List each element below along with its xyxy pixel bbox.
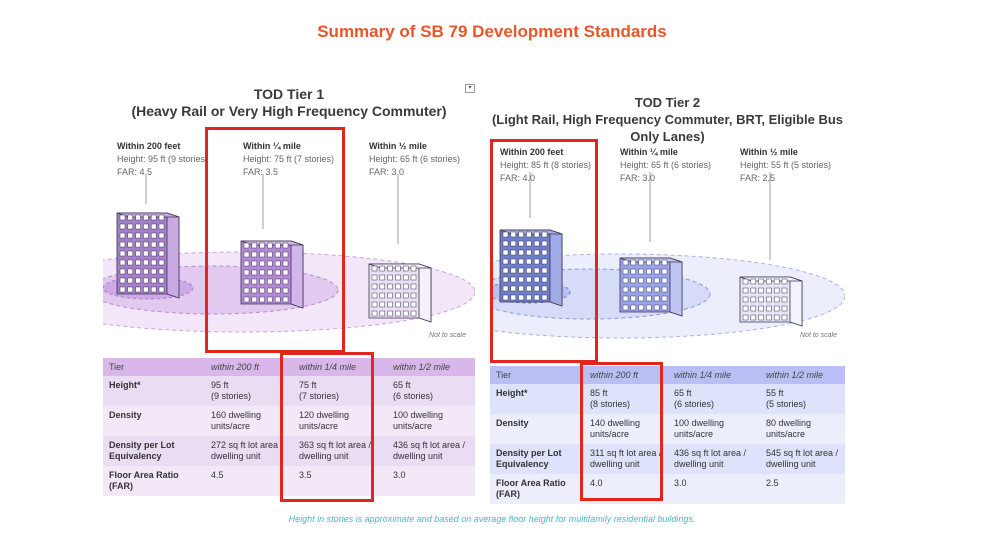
table-cell: 80 dwelling units/acre [760,414,845,444]
tier1-zone-quarter-mile-label: Within ¼ mile Height: 75 ft (7 stories) … [243,141,335,177]
table-cell: 272 sq ft lot area / dwelling unit [205,436,293,466]
highlight-box-tier2-200ft-column [580,362,663,501]
table-header-cell: within 1/4 mile [668,366,760,384]
row-label: Height* [103,376,205,406]
not-to-scale-note: Not to scale [800,332,837,339]
table-cell: 100 dwelling units/acre [387,406,475,436]
dropdown-arrow-icon[interactable]: ▾ [465,84,475,93]
table-cell: 436 sq ft lot area / dwelling unit [387,436,475,466]
table-row: Density 160 dwelling units/acre 120 dwell… [103,406,475,436]
tier2-title-line3: Only Lanes) [630,129,705,144]
table-cell: 65 ft (6 stories) [668,384,760,414]
row-label: Floor Area Ratio (FAR) [103,466,205,496]
table-cell: 85 ft (8 stories) [584,384,668,414]
table-cell: 4.5 [205,466,293,496]
tier1-buildings-illustration [103,174,475,333]
table-cell: 3.0 [387,466,475,496]
table-row: Density per Lot Equivalency 311 sq ft lot… [490,444,845,474]
tier1-building-half-mile [368,263,432,323]
table-cell: 436 sq ft lot area / dwelling unit [668,444,760,474]
table-header-row: Tier within 200 ft within 1/4 mile withi… [103,358,475,376]
row-label: Density [103,406,205,436]
table-header-cell: within 200 ft [205,358,293,376]
tier2-building-200ft [499,229,563,307]
tier2-panel: TOD Tier 2 (Light Rail, High Frequency C… [490,90,845,504]
table-header-cell: Tier [490,366,584,384]
row-label: Height* [490,384,584,414]
not-to-scale-note: Not to scale [429,332,466,339]
highlight-box-tier1-quarter-mile-zone [205,127,345,353]
highlight-box-tier2-200ft-zone [490,139,598,363]
table-header-row: Tier within 200 ft within 1/4 mile withi… [490,366,845,384]
tier2-title-line2: (Light Rail, High Frequency Commuter, BR… [491,112,844,127]
table-cell: 311 sq ft lot area / dwelling unit [584,444,668,474]
table-cell: 65 ft (6 stories) [387,376,475,406]
tier2-zone-half-mile-label: Within ½ mile Height: 55 ft (5 stories) … [740,147,832,183]
table-cell: 140 dwelling units/acre [584,414,668,444]
table-row: Density per Lot Equivalency 272 sq ft lot… [103,436,475,466]
tier2-zone-200ft-label: Within 200 feet Height: 85 ft (8 stories… [500,147,592,183]
table-cell: 100 dwelling units/acre [668,414,760,444]
tier1-zone-200ft-label: Within 200 feet Height: 95 ft (9 stories… [117,141,209,177]
table-cell: 2.5 [760,474,845,504]
tier2-building-quarter-mile [619,257,683,317]
table-row: Floor Area Ratio (FAR) 4.0 3.0 2.5 [490,474,845,504]
table-header-cell: within 1/2 mile [760,366,845,384]
table-header-cell: Tier [103,358,205,376]
tier1-title-line2: (Heavy Rail or Very High Frequency Commu… [131,103,447,119]
tier1-title-line1: TOD Tier 1 [253,86,325,102]
page-title: Summary of SB 79 Development Standards [317,22,667,41]
footnote: Height in stories is approximate and bas… [288,514,696,524]
table-cell: 3.0 [668,474,760,504]
row-label: Density [490,414,584,444]
highlight-box-tier1-quarter-mile-column [280,352,374,502]
tier1-building-quarter-mile [240,240,304,309]
row-label: Density per Lot Equivalency [490,444,584,474]
tier1-building-200ft [116,212,180,299]
table-header-cell: within 1/2 mile [387,358,475,376]
tier1-zone-half-mile-label: Within ½ mile Height: 65 ft (6 stories) … [369,141,461,177]
tier2-title: TOD Tier 2 (Light Rail, High Frequency C… [490,94,845,145]
table-row: Height* 85 ft (8 stories) 65 ft (6 stories… [490,384,845,414]
tier1-title: TOD Tier 1 (Heavy Rail or Very High Freq… [103,86,475,120]
tier2-title-line1: TOD Tier 2 [634,95,701,110]
row-label: Density per Lot Equivalency [103,436,205,466]
table-cell: 160 dwelling units/acre [205,406,293,436]
table-cell: 545 sq ft lot area / dwelling unit [760,444,845,474]
row-label: Floor Area Ratio (FAR) [490,474,584,504]
table-row: Density 140 dwelling units/acre 100 dwell… [490,414,845,444]
tier2-standards-table: Tier within 200 ft within 1/4 mile withi… [490,366,845,504]
tier2-building-half-mile [739,276,803,327]
table-cell: 55 ft (5 stories) [760,384,845,414]
table-header-cell: within 200 ft [584,366,668,384]
table-header-cell: within 1/4 mile [293,358,387,376]
tier2-zone-quarter-mile-label: Within ¼ mile Height: 65 ft (6 stories) … [620,147,712,183]
table-cell: 95 ft (9 stories) [205,376,293,406]
tier2-buildings-illustration [490,172,845,339]
